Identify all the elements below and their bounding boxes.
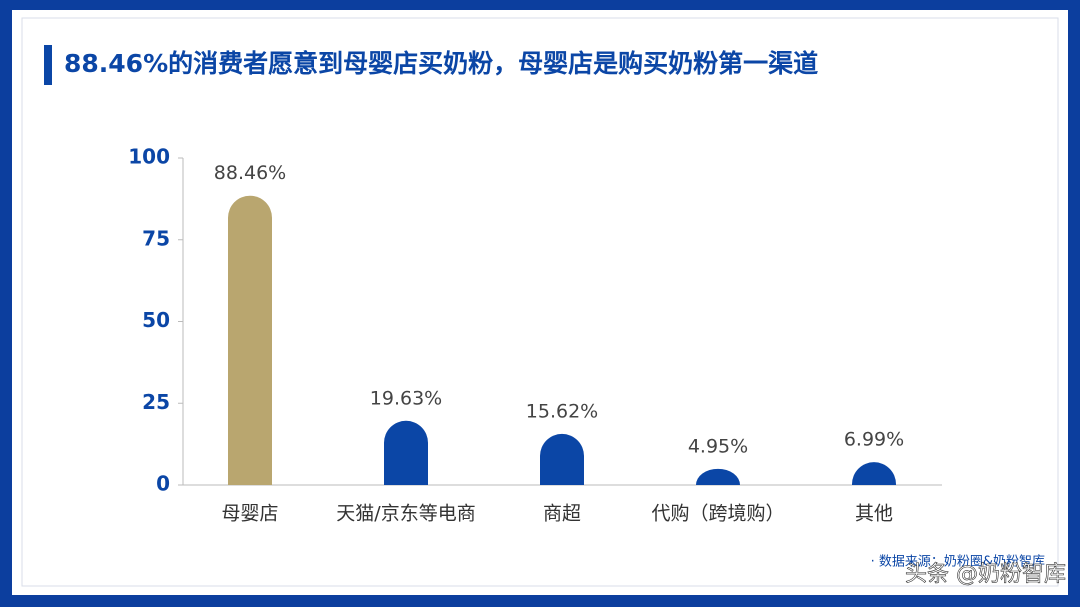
- slide: [12, 10, 1068, 595]
- value-label: 4.95%: [688, 435, 748, 457]
- value-label: 15.62%: [526, 400, 598, 422]
- y-tick-label: 0: [156, 472, 170, 496]
- y-tick-label: 75: [142, 226, 170, 250]
- value-label: 19.63%: [370, 387, 442, 409]
- bar: [852, 462, 896, 485]
- y-tick-label: 100: [128, 145, 170, 169]
- source-note: · 数据来源：奶粉圈&奶粉智库: [871, 554, 1045, 570]
- value-label: 88.46%: [214, 162, 286, 184]
- bar: [540, 433, 584, 485]
- bar: [384, 420, 428, 485]
- slide-border: [21, 17, 1059, 587]
- y-tick-label: 25: [142, 390, 170, 414]
- x-tick-label: 代购（跨境购）: [651, 503, 784, 525]
- watermark: 头条 @奶粉智库: [905, 562, 1066, 587]
- y-tick-label: 50: [142, 308, 170, 332]
- x-tick-label: 商超: [543, 503, 581, 525]
- bar: [228, 195, 272, 486]
- bar: [696, 468, 740, 485]
- x-tick-label: 母婴店: [221, 503, 278, 525]
- value-label: 6.99%: [844, 429, 904, 451]
- x-tick-label: 天猫/京东等电商: [336, 503, 475, 525]
- chart-title: 88.46%的消费者愿意到母婴店买奶粉，母婴店是购买奶粉第一渠道: [64, 49, 818, 78]
- x-tick-label: 其他: [855, 503, 893, 525]
- title-marker: [44, 45, 52, 85]
